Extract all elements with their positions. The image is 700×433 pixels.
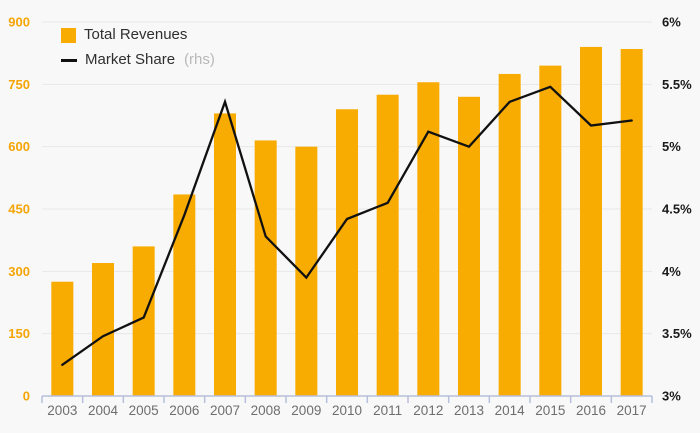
left-axis-tick-label: 750	[8, 77, 30, 92]
x-axis-label-2017: 2017	[617, 403, 647, 418]
bar-2016[interactable]	[580, 46, 602, 396]
right-axis-tick-label: 3.5%	[662, 326, 692, 341]
left-axis-tick-label: 300	[8, 264, 30, 279]
right-axis-tick-label: 4%	[662, 264, 681, 279]
legend-item-total-revenues[interactable]: Total Revenues	[61, 26, 215, 44]
right-axis-tick-label: 6%	[662, 15, 681, 30]
bar-2013[interactable]	[458, 96, 480, 397]
market-share-line[interactable]	[61, 85, 633, 366]
x-axis-label-2010: 2010	[332, 403, 362, 418]
x-axis-label-2012: 2012	[413, 403, 443, 418]
x-axis-label-2005: 2005	[129, 403, 159, 418]
legend-rhs-note: (rhs)	[184, 51, 215, 68]
right-axis-tick-label: 5.5%	[662, 77, 692, 92]
chart-legend: Total Revenues Market Share (rhs)	[61, 26, 215, 69]
x-axis-label-2016: 2016	[576, 403, 606, 418]
left-axis-tick-label: 900	[8, 15, 30, 30]
bar-2010[interactable]	[336, 109, 358, 397]
left-axis-tick-label: 0	[23, 389, 30, 404]
x-axis-label-2014: 2014	[495, 403, 526, 418]
x-axis-label-2015: 2015	[535, 403, 565, 418]
x-axis-label-2006: 2006	[169, 403, 199, 418]
bar-2011[interactable]	[376, 94, 399, 396]
bar-2004[interactable]	[92, 263, 114, 396]
x-axis-label-2013: 2013	[454, 403, 484, 418]
bar-2005[interactable]	[132, 246, 155, 396]
x-axis-label-2003: 2003	[47, 403, 77, 418]
x-axis-label-2011: 2011	[373, 403, 402, 418]
left-axis-tick-label: 150	[8, 326, 30, 341]
legend-label-market-share: Market Share	[85, 51, 176, 68]
bar-series-swatch-icon	[61, 27, 76, 43]
right-axis-tick-label: 4.5%	[662, 202, 692, 217]
x-axis-label-2007: 2007	[210, 403, 240, 418]
right-axis-tick-label: 3%	[662, 389, 681, 404]
right-axis-tick-label: 5%	[662, 139, 681, 154]
x-axis-label-2008: 2008	[251, 403, 281, 418]
bar-2017[interactable]	[620, 49, 643, 397]
left-axis-tick-label: 600	[8, 139, 30, 154]
bar-2006[interactable]	[173, 194, 196, 396]
bar-2003[interactable]	[51, 281, 74, 396]
x-axis-label-2009: 2009	[291, 403, 321, 418]
left-axis-tick-label: 450	[8, 202, 30, 217]
bar-2008[interactable]	[254, 140, 277, 396]
legend-label-total-revenues: Total Revenues	[84, 26, 188, 43]
line-series-swatch-icon	[61, 58, 77, 62]
bar-2015[interactable]	[539, 65, 562, 396]
bar-2014[interactable]	[498, 73, 521, 396]
x-axis-label-2004: 2004	[88, 403, 119, 418]
bar-2007[interactable]	[214, 113, 236, 396]
bar-2009[interactable]	[295, 146, 318, 396]
legend-item-market-share[interactable]: Market Share (rhs)	[61, 51, 215, 69]
bar-2012[interactable]	[417, 82, 440, 396]
